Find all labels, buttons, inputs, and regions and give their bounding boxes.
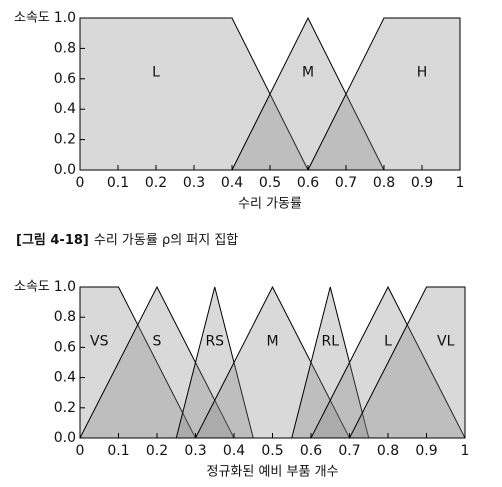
x-tick-label: 0.7	[338, 443, 360, 459]
x-tick-label: 0.6	[297, 175, 319, 191]
x-axis-title: 수리 가동률	[238, 197, 302, 212]
series-label: H	[417, 65, 428, 81]
caption-label: [그림 4-18]	[16, 233, 89, 248]
series-label: VL	[437, 333, 455, 349]
x-tick-label: 0.4	[223, 443, 245, 459]
y-tick-label: 0.6	[54, 71, 76, 87]
x-tick-label: 0.6	[300, 443, 322, 459]
x-tick-label: 0.3	[183, 175, 205, 191]
x-tick-label: 0.2	[146, 443, 168, 459]
series-label: S	[153, 333, 162, 349]
x-tick-label: 0.9	[415, 443, 437, 459]
series-label: VS	[90, 333, 109, 349]
y-tick-label: 1.0	[54, 10, 76, 26]
x-tick-label: 0.3	[184, 443, 206, 459]
series-label: M	[266, 333, 278, 349]
x-tick-label: 0.7	[335, 175, 357, 191]
y-tick-label: 0.4	[54, 101, 76, 117]
x-tick-label: 0.5	[259, 175, 281, 191]
x-tick-label: 0.2	[145, 175, 167, 191]
caption: [그림 4-18] 수리 가동률 ρ의 퍼지 집합	[16, 233, 238, 248]
y-tick-label: 0.2	[54, 132, 76, 148]
x-tick-label: 1	[461, 443, 470, 459]
y-axis-title: 소속도	[14, 11, 50, 26]
x-tick-label: 0.9	[411, 175, 433, 191]
y-axis-title: 소속도	[14, 280, 50, 295]
x-tick-label: 1	[456, 175, 465, 191]
series-label: M	[302, 65, 314, 81]
y-tick-label: 0.0	[54, 162, 76, 178]
y-tick-label: 1.0	[54, 279, 76, 295]
y-tick-label: 0.8	[54, 309, 76, 325]
series-label: L	[384, 333, 392, 349]
x-tick-label: 0.1	[107, 175, 129, 191]
series-label: RL	[321, 333, 339, 349]
x-tick-label: 0	[76, 175, 85, 191]
x-tick-label: 0	[76, 443, 85, 459]
x-tick-label: 0.1	[107, 443, 129, 459]
x-tick-label: 0.8	[373, 175, 395, 191]
y-tick-label: 0.0	[54, 430, 76, 446]
y-tick-label: 0.6	[54, 339, 76, 355]
series-label: RS	[205, 333, 224, 349]
series-label: L	[152, 65, 160, 81]
y-tick-label: 0.2	[54, 400, 76, 416]
x-tick-label: 0.5	[261, 443, 283, 459]
caption-text: 수리 가동률 ρ의 퍼지 집합	[94, 233, 238, 248]
x-tick-label: 0.8	[377, 443, 399, 459]
x-tick-label: 0.4	[221, 175, 243, 191]
y-tick-label: 0.8	[54, 40, 76, 56]
x-axis-title: 정규화된 예비 부품 개수	[207, 465, 339, 480]
y-tick-label: 0.4	[54, 370, 76, 386]
